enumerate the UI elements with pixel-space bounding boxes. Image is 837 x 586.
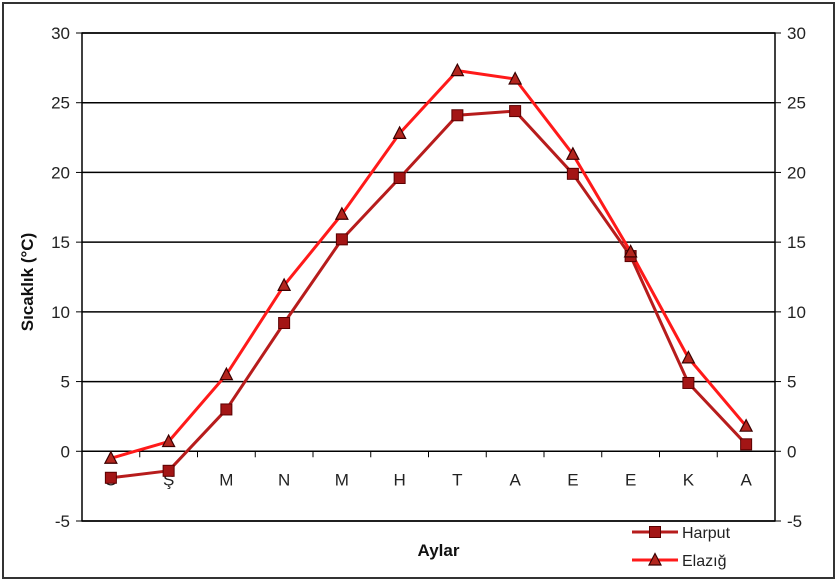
y-tick-label-right: 5 <box>787 373 796 392</box>
x-tick-label: A <box>509 470 521 489</box>
x-tick-label: E <box>567 470 578 489</box>
y-tick-label-left: 30 <box>51 24 70 43</box>
plot-area <box>81 32 776 522</box>
y-tick-label-left: 0 <box>61 442 70 461</box>
data-point-square <box>278 317 291 330</box>
data-point-triangle <box>681 350 696 364</box>
series-line-square <box>110 109 748 480</box>
x-tick-label: Ş <box>163 470 174 489</box>
y-tick-label-right: 30 <box>787 24 806 43</box>
x-tick-label: K <box>683 470 695 489</box>
data-point-square <box>335 233 348 246</box>
data-point-triangle <box>277 277 292 291</box>
data-point-square <box>220 403 233 416</box>
y-tick-label-right: 20 <box>787 163 806 182</box>
series-lines <box>103 62 754 484</box>
y-axis-title: Sıcaklık (°C) <box>18 233 37 331</box>
y-tick-label-left: 10 <box>51 303 70 322</box>
data-point-triangle <box>103 450 118 464</box>
legend: Harput Elazığ <box>632 525 731 570</box>
x-tick-label: E <box>625 470 636 489</box>
x-tick-label: A <box>740 470 752 489</box>
data-point-triangle <box>334 206 349 220</box>
data-point-triangle <box>565 146 580 160</box>
data-point-triangle <box>161 433 176 448</box>
y-tick-label-left: 25 <box>51 94 70 113</box>
data-point-triangle <box>508 71 523 85</box>
legend-marker-square <box>649 526 661 538</box>
data-point-square <box>104 471 117 484</box>
legend-marker-triangle <box>648 552 662 566</box>
x-tick-label: T <box>452 470 462 489</box>
data-point-square <box>566 167 579 180</box>
x-tick-label: N <box>278 470 290 489</box>
x-tick-label: H <box>393 470 405 489</box>
data-point-square <box>509 105 522 118</box>
data-point-triangle <box>219 366 234 381</box>
legend-label: Harput <box>682 525 731 542</box>
y-tick-label-right: 25 <box>787 94 806 113</box>
x-axis-title: Aylar <box>418 541 460 560</box>
legend-label: Elazığ <box>682 553 726 570</box>
outer-border <box>2 2 835 579</box>
x-tick-label: M <box>335 470 349 489</box>
data-point-triangle <box>392 125 407 139</box>
data-point-triangle <box>623 244 638 258</box>
data-point-triangle <box>450 62 465 77</box>
data-point-square <box>162 464 175 477</box>
series-line-triangle <box>110 69 748 460</box>
y-tick-label-right: 10 <box>787 303 806 322</box>
y-tick-label-right: -5 <box>787 512 802 531</box>
y-tick-label-left: 15 <box>51 233 70 252</box>
data-point-triangle <box>739 418 754 432</box>
data-point-square <box>740 438 753 451</box>
data-point-square <box>393 172 406 185</box>
data-point-square <box>682 376 695 389</box>
y-tick-label-right: 0 <box>787 442 796 461</box>
y-tick-label-left: 5 <box>61 373 70 392</box>
y-tick-label-left: -5 <box>55 512 70 531</box>
data-point-square <box>451 109 464 122</box>
y-tick-label-right: 15 <box>787 233 806 252</box>
x-tick-label: M <box>219 470 233 489</box>
y-tick-label-left: 20 <box>51 163 70 182</box>
